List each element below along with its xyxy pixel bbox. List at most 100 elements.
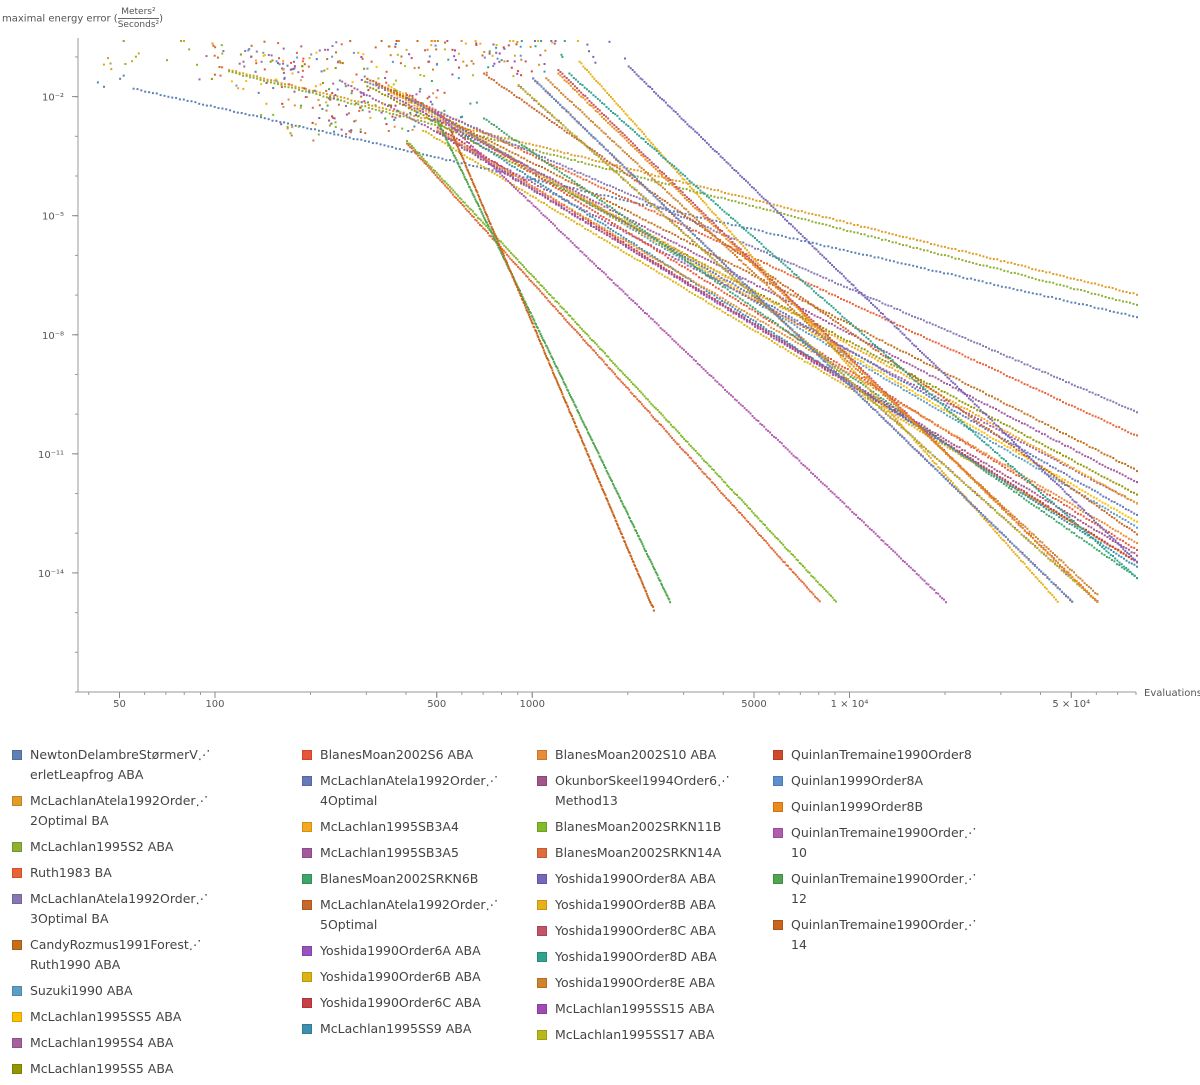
data-point — [658, 181, 660, 183]
data-point — [857, 337, 859, 339]
data-point — [687, 258, 689, 260]
data-point — [1058, 441, 1060, 443]
data-point — [706, 281, 708, 283]
data-point — [460, 131, 462, 133]
data-point — [570, 159, 572, 161]
data-point — [908, 264, 910, 266]
data-point — [765, 337, 767, 339]
data-point — [677, 254, 679, 256]
data-point — [473, 130, 475, 132]
data-point — [944, 346, 946, 348]
data-point — [1074, 438, 1076, 440]
data-point — [964, 337, 966, 339]
data-point — [340, 62, 342, 64]
data-point — [585, 179, 587, 181]
data-point — [553, 167, 555, 169]
data-point — [734, 200, 736, 202]
data-point — [1136, 434, 1138, 436]
data-point — [237, 87, 239, 89]
data-point — [486, 144, 488, 146]
data-point — [732, 248, 734, 250]
data-point — [416, 106, 418, 108]
data-point — [1032, 292, 1034, 294]
data-point — [892, 396, 894, 398]
data-point — [1013, 472, 1015, 474]
data-point — [565, 166, 567, 168]
data-point — [872, 348, 874, 350]
data-point — [733, 289, 735, 291]
data-point — [292, 73, 294, 75]
data-point — [640, 177, 642, 179]
data-point — [552, 185, 554, 187]
data-point — [890, 344, 892, 346]
data-point — [920, 395, 922, 397]
data-point — [552, 178, 554, 180]
data-point — [969, 410, 971, 412]
data-point — [619, 171, 621, 173]
data-point — [556, 174, 558, 176]
data-point — [1101, 509, 1103, 511]
data-point — [612, 192, 614, 194]
data-point — [1031, 503, 1033, 505]
data-point — [1084, 455, 1086, 457]
data-point — [938, 343, 940, 345]
data-point — [243, 61, 245, 63]
data-point — [597, 212, 599, 214]
data-point — [815, 307, 817, 309]
data-point — [994, 419, 996, 421]
data-point — [344, 83, 346, 85]
data-point — [212, 43, 214, 45]
data-point — [827, 357, 829, 359]
data-point — [993, 460, 995, 462]
data-point — [766, 202, 768, 204]
data-point — [707, 187, 709, 189]
data-point — [694, 266, 696, 268]
data-point — [563, 152, 565, 154]
data-point — [651, 179, 653, 181]
data-point — [571, 219, 573, 221]
data-point — [229, 109, 231, 111]
data-point — [538, 155, 540, 157]
data-point — [808, 333, 810, 335]
data-point — [1080, 409, 1082, 411]
data-point — [619, 213, 621, 215]
data-point — [923, 371, 925, 373]
data-point — [341, 81, 343, 83]
data-point — [1055, 474, 1057, 476]
data-point — [690, 265, 692, 267]
data-point — [845, 331, 847, 333]
data-point — [1032, 417, 1034, 419]
data-point — [731, 200, 733, 202]
data-point — [253, 77, 255, 79]
data-point — [541, 178, 543, 180]
data-point — [842, 341, 844, 343]
data-point — [850, 222, 852, 224]
data-point — [947, 446, 949, 448]
data-point — [612, 244, 614, 246]
data-point — [591, 178, 593, 180]
data-point — [654, 224, 656, 226]
data-point — [870, 345, 872, 347]
data-point — [629, 220, 631, 222]
data-point — [867, 350, 869, 352]
data-point — [985, 364, 987, 366]
data-point — [583, 195, 585, 197]
data-point — [1080, 464, 1082, 466]
data-point — [1133, 292, 1135, 294]
data-point — [316, 58, 318, 60]
data-point — [855, 354, 857, 356]
data-point — [506, 88, 508, 90]
data-point — [550, 160, 552, 162]
data-point — [363, 92, 365, 94]
data-point — [929, 383, 931, 385]
data-point — [463, 154, 465, 156]
data-point — [488, 140, 490, 142]
data-point — [1038, 431, 1040, 433]
data-point — [624, 219, 626, 221]
data-point — [506, 141, 508, 143]
data-point — [561, 172, 563, 174]
data-point — [384, 94, 386, 96]
data-point — [874, 346, 876, 348]
data-point — [488, 77, 490, 79]
data-point — [1038, 420, 1040, 422]
